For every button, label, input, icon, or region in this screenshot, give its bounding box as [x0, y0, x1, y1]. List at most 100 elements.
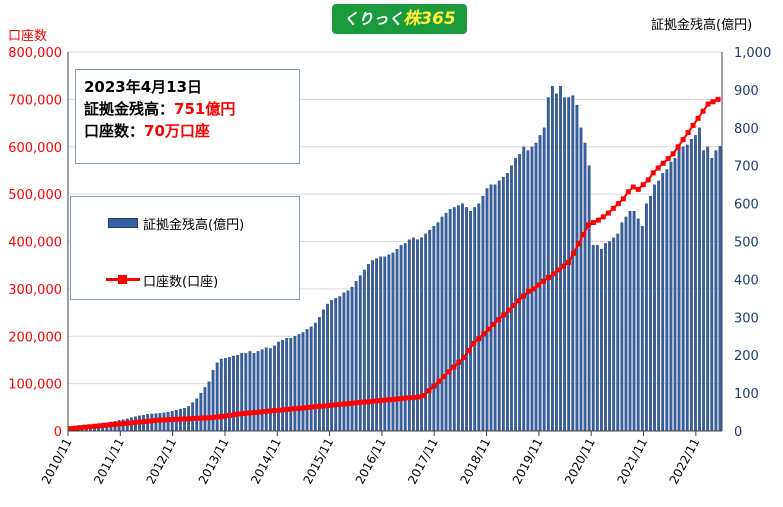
accounts-point	[341, 401, 347, 407]
accounts-point	[421, 392, 427, 398]
accounts-point	[565, 259, 571, 265]
balance-bar	[501, 176, 505, 432]
accounts-point	[615, 201, 621, 207]
accounts-point	[441, 374, 447, 380]
balance-bar	[358, 275, 362, 432]
accounts-point	[690, 122, 696, 128]
legend-bar-label: 証拠金残高(億円)	[143, 218, 245, 233]
accounts-point	[506, 307, 512, 313]
balance-bar	[714, 150, 718, 432]
balance-bar	[285, 337, 289, 432]
right-tick-label: 900	[734, 84, 759, 99]
accounts-point	[326, 402, 332, 408]
balance-bar	[199, 392, 203, 432]
info-accounts: 口座数：70万口座	[84, 120, 291, 142]
accounts-point	[162, 417, 168, 423]
balance-bar	[559, 85, 562, 432]
balance-bar	[681, 146, 685, 432]
balance-bar	[326, 303, 329, 432]
accounts-point	[241, 410, 247, 416]
accounts-point	[167, 417, 173, 423]
x-tick-label: 2014/11	[248, 436, 284, 487]
accounts-point	[256, 409, 262, 415]
x-tick-label: 2019/11	[510, 436, 546, 487]
balance-bar	[248, 351, 252, 432]
balance-bar	[240, 353, 244, 432]
balance-bar	[571, 95, 575, 432]
accounts-point	[451, 364, 457, 370]
balance-bar	[313, 322, 317, 432]
balance-bar	[203, 387, 207, 432]
balance-bar	[628, 211, 632, 432]
right-tick-label: 400	[734, 273, 759, 288]
balance-bar	[342, 292, 346, 432]
balance-bar	[493, 184, 497, 432]
balance-bar	[448, 209, 452, 432]
balance-bar	[391, 252, 395, 432]
accounts-point	[675, 144, 681, 150]
balance-bar	[644, 203, 648, 432]
balance-bar	[632, 211, 636, 432]
accounts-point	[67, 426, 73, 432]
balance-bar	[244, 353, 248, 432]
accounts-point	[531, 286, 537, 292]
accounts-point	[481, 331, 487, 337]
balance-bar	[334, 298, 338, 432]
accounts-point	[551, 271, 557, 277]
balance-bar	[289, 337, 293, 432]
accounts-point	[127, 420, 133, 426]
balance-bar	[371, 260, 374, 432]
balance-bar	[424, 233, 428, 432]
info-balance: 証拠金残高：751億円	[84, 98, 291, 120]
accounts-point	[595, 217, 601, 223]
accounts-point	[575, 241, 581, 247]
balance-bar	[505, 173, 509, 432]
accounts-point	[87, 424, 93, 430]
balance-bar	[477, 203, 481, 432]
balance-bar	[436, 222, 440, 432]
accounts-point	[321, 403, 327, 409]
accounts-point	[526, 288, 532, 294]
balance-bar	[518, 154, 522, 432]
accounts-point	[396, 396, 402, 402]
balance-bar	[461, 203, 464, 432]
legend-line-marker	[118, 275, 127, 284]
balance-bar	[469, 211, 473, 432]
accounts-point	[112, 421, 118, 427]
balance-bar	[620, 222, 624, 432]
x-tick-label: 2021/11	[614, 436, 650, 487]
balance-bar	[207, 381, 211, 432]
accounts-point	[137, 419, 143, 425]
accounts-point	[705, 101, 711, 107]
accounts-point	[685, 130, 691, 136]
balance-bar	[649, 195, 652, 432]
balance-bar	[657, 180, 661, 432]
balance-bar	[665, 169, 669, 432]
balance-bar	[228, 356, 231, 432]
accounts-point	[715, 96, 721, 102]
balance-bar	[456, 205, 460, 432]
balance-bar	[587, 165, 591, 432]
accounts-point	[665, 156, 671, 162]
accounts-point	[351, 400, 357, 406]
accounts-point	[555, 267, 561, 273]
balance-bar	[689, 139, 693, 432]
balance-bar	[293, 336, 297, 432]
accounts-point	[630, 184, 636, 190]
accounts-point	[680, 137, 686, 143]
balance-bar	[215, 362, 219, 432]
balance-bar	[555, 93, 558, 432]
accounts-point	[401, 395, 407, 401]
balance-bar	[616, 233, 620, 432]
balance-bar	[522, 146, 526, 432]
balance-bar	[264, 347, 268, 432]
right-tick-label: 200	[734, 349, 759, 364]
balance-bar	[260, 349, 264, 432]
balance-bar	[600, 248, 603, 432]
balance-bar	[485, 188, 489, 432]
accounts-point	[411, 394, 417, 400]
accounts-point	[92, 423, 98, 429]
accounts-point	[246, 410, 252, 416]
balance-bar	[661, 173, 665, 432]
